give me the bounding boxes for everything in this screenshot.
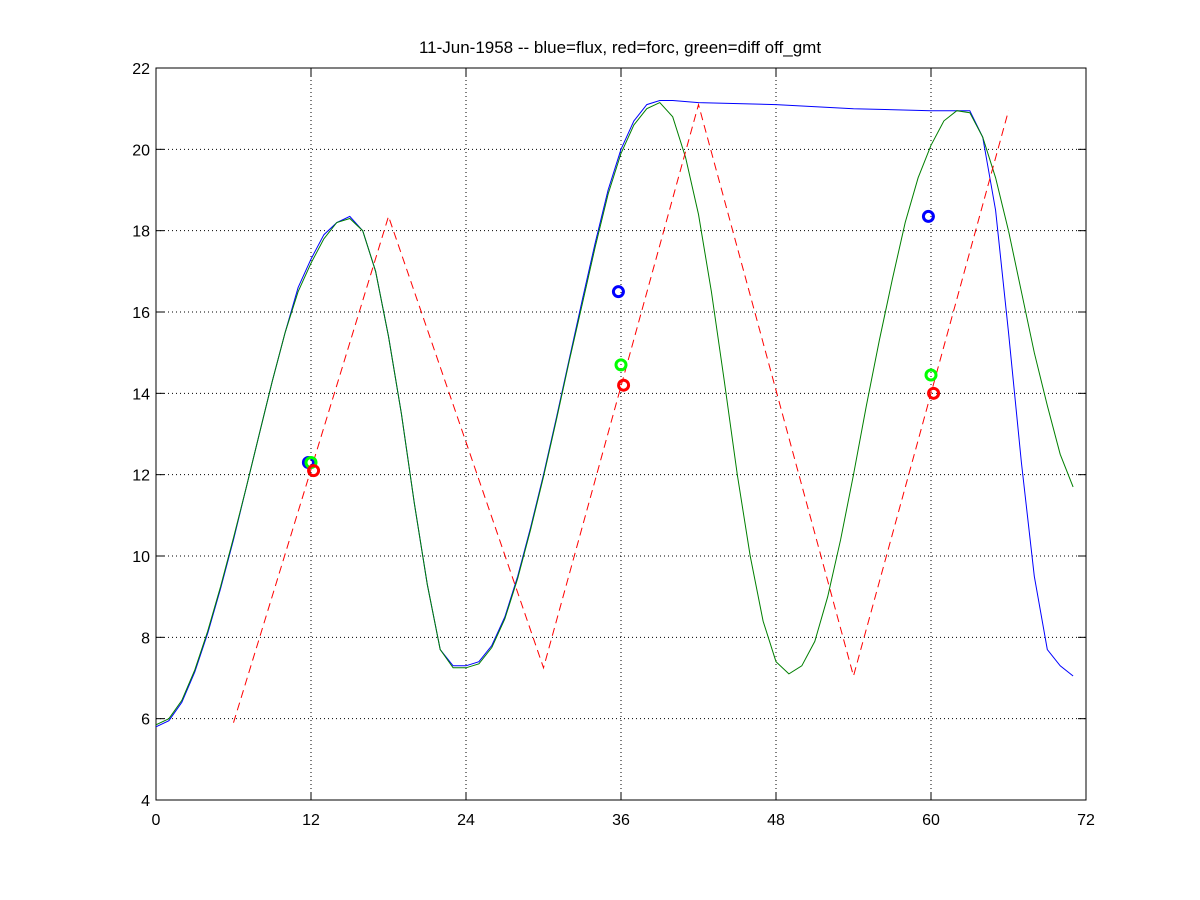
y-tick-label: 4: [141, 793, 150, 810]
axis-ticks: 0 12 24 36 48 60 72 4 6 8 10 12 14 16 18 20 22: [132, 61, 1095, 829]
forc-line: [233, 102, 1009, 723]
y-tick-label: 8: [141, 630, 150, 647]
y-tick-label: 22: [132, 61, 150, 78]
x-tick-label: 36: [612, 812, 630, 829]
diff-marker: [924, 368, 938, 382]
y-tick-label: 14: [132, 386, 150, 403]
flux-line: [155, 100, 1074, 728]
flux-marker: [921, 209, 935, 223]
diff-line: [155, 101, 1074, 726]
y-tick-label: 18: [132, 224, 150, 241]
forc-marker: [927, 386, 941, 400]
flux-marker: [611, 285, 625, 299]
chart-title: 11-Jun-1958 -- blue=flux, red=forc, gree…: [419, 38, 821, 57]
series-markers: [301, 209, 941, 478]
y-tick-label: 12: [132, 468, 150, 485]
forc-marker: [617, 378, 631, 392]
diff-marker: [614, 358, 628, 372]
y-tick-label: 16: [132, 305, 150, 322]
x-tick-label: 48: [767, 812, 785, 829]
x-tick-label: 0: [152, 812, 161, 829]
grid-lines: [156, 68, 1086, 800]
forc-marker: [307, 464, 321, 478]
x-tick-label: 72: [1077, 812, 1095, 829]
y-tick-label: 6: [141, 712, 150, 729]
y-tick-label: 20: [132, 142, 150, 159]
y-tick-label: 10: [132, 549, 150, 566]
x-tick-label: 24: [457, 812, 475, 829]
x-tick-label: 60: [922, 812, 940, 829]
axes-frame: [155, 67, 1087, 801]
x-tick-label: 12: [302, 812, 320, 829]
series-lines: [155, 100, 1074, 728]
